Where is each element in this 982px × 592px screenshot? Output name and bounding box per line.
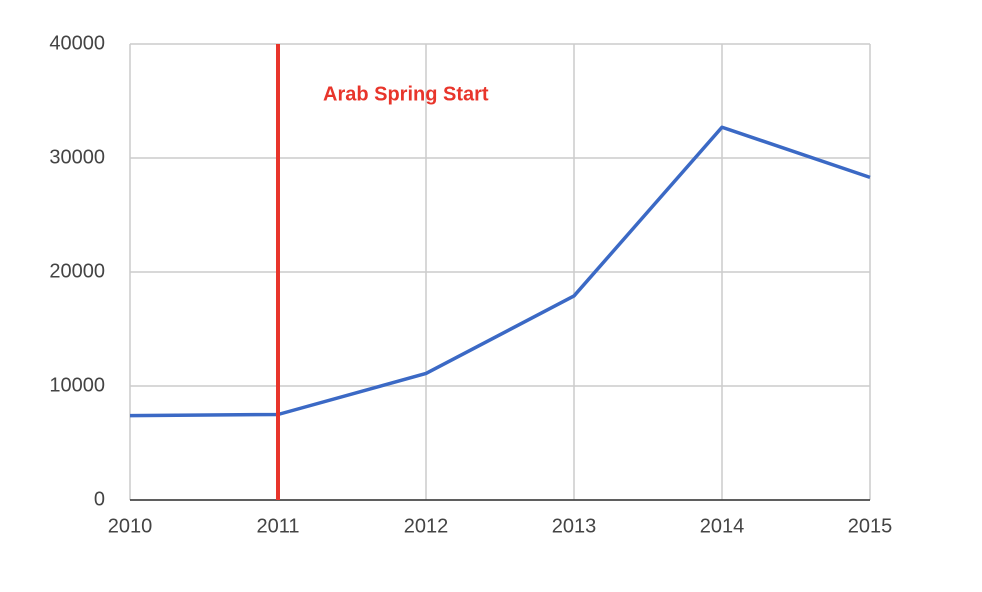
annotation-label: Arab Spring Start bbox=[323, 83, 489, 105]
x-tick-label: 2010 bbox=[108, 515, 153, 537]
y-tick-label: 0 bbox=[94, 488, 105, 510]
x-tick-label: 2012 bbox=[404, 515, 449, 537]
x-tick-label: 2011 bbox=[256, 515, 299, 537]
y-tick-label: 30000 bbox=[49, 146, 105, 168]
x-tick-label: 2014 bbox=[700, 515, 745, 537]
x-tick-label: 2013 bbox=[552, 515, 597, 537]
y-tick-label: 20000 bbox=[49, 260, 105, 282]
y-tick-label: 40000 bbox=[49, 32, 105, 54]
x-tick-label: 2015 bbox=[848, 515, 893, 537]
y-tick-label: 10000 bbox=[49, 374, 105, 396]
data-line bbox=[129, 125, 871, 418]
